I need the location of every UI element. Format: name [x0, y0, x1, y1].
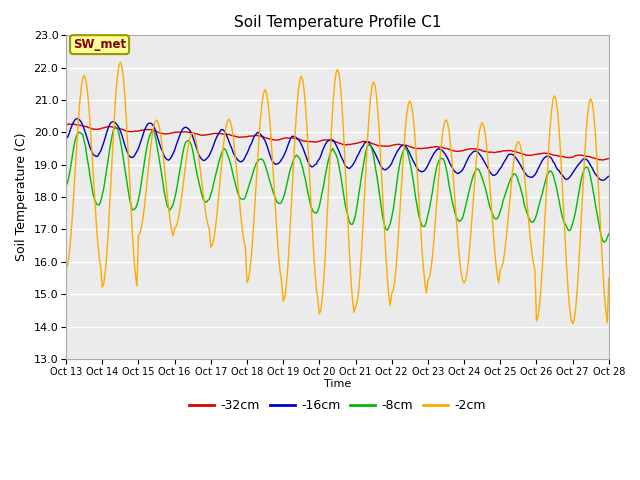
Text: SW_met: SW_met: [73, 38, 126, 51]
X-axis label: Time: Time: [324, 379, 351, 389]
Legend: -32cm, -16cm, -8cm, -2cm: -32cm, -16cm, -8cm, -2cm: [184, 395, 491, 418]
Title: Soil Temperature Profile C1: Soil Temperature Profile C1: [234, 15, 441, 30]
Y-axis label: Soil Temperature (C): Soil Temperature (C): [15, 133, 28, 262]
